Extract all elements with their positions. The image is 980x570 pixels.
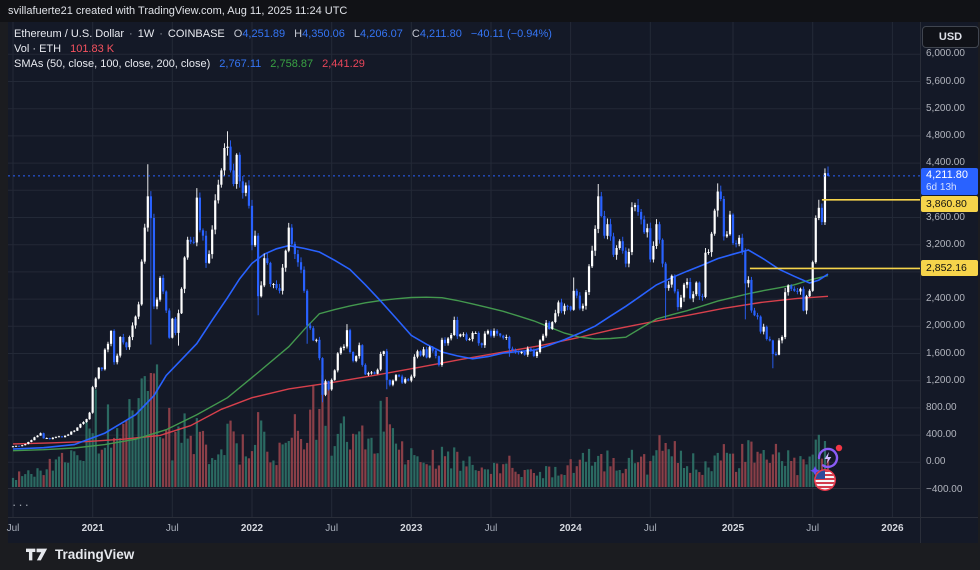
price-tick-label: 400.00	[926, 429, 957, 441]
price-tick-label: 1,600.00	[926, 347, 965, 359]
month-tick-label: Jul	[325, 523, 339, 534]
alert-price-label[interactable]: 3,860.80	[921, 196, 978, 213]
month-tick-label: Jul	[6, 523, 20, 534]
legend-row-volume: Vol · ETH 101.83 K	[14, 42, 114, 56]
price-tick-label: 1,200.00	[926, 374, 965, 386]
sma-value: 2,441.29	[322, 58, 365, 70]
price-tick-label: 3,600.00	[926, 211, 965, 223]
pane-borders	[8, 22, 978, 543]
tradingview-brand-text: TradingView	[55, 547, 135, 562]
month-tick-label: Jul	[165, 523, 179, 534]
economic-event-refresh-bolt[interactable]	[810, 444, 843, 476]
attribution-bar: svillafuerte21 created with TradingView.…	[0, 0, 980, 22]
volume-value: 101.83 K	[70, 43, 115, 55]
current-price-label: 4,211.80 6d 13h	[921, 167, 978, 195]
change-value: −40.11 (−0.94%)	[470, 28, 552, 40]
ohlc-value: 4,251.89	[242, 28, 286, 40]
currency-toggle-button[interactable]: USD	[922, 26, 979, 48]
price-tick-label: 2,400.00	[926, 293, 965, 305]
price-tick-label: 5,600.00	[926, 75, 965, 87]
ohlc-values: O4,251.89 H4,350.06 L4,206.07 C4,211.80	[225, 28, 462, 40]
ohlc-letter: O	[233, 28, 243, 40]
sma-50-line	[12, 244, 829, 450]
month-tick-label: Jul	[806, 523, 820, 534]
exchange-label[interactable]: COINBASE	[167, 28, 225, 40]
sma-study-label[interactable]: SMAs (50, close, 100, close, 200, close)	[14, 58, 211, 70]
price-tick-label: 4,400.00	[926, 157, 965, 169]
us-flag-economic-event[interactable]	[814, 469, 836, 491]
legend-row-smas: SMAs (50, close, 100, close, 200, close)…	[14, 57, 365, 71]
price-tick-label: 0.00	[926, 456, 946, 468]
ohlc-value: 4,206.07	[360, 28, 403, 40]
separator-dot: ·	[129, 28, 133, 40]
ohlc-value: 4,350.06	[302, 28, 345, 40]
sma-value: 2,758.87	[270, 58, 314, 70]
attribution-text: svillafuerte21 created with TradingView.…	[8, 5, 348, 17]
sma-200-line	[12, 295, 829, 445]
price-tick-label: −400.00	[926, 483, 963, 495]
alert-price-label[interactable]: 2,852.16	[921, 260, 978, 277]
current-price-value: 4,211.80	[926, 168, 969, 181]
ohlc-value: 4,211.80	[419, 28, 462, 40]
ohlc-letter: H	[294, 28, 303, 40]
year-tick-label: 2023	[400, 523, 423, 534]
price-tick-label: 6,000.00	[926, 48, 965, 60]
ohlc-letter: C	[411, 28, 420, 40]
month-tick-label: Jul	[643, 523, 657, 534]
bar-countdown: 6d 13h	[926, 181, 957, 193]
price-tick-label: 4,800.00	[926, 129, 965, 141]
price-tick-label: 3,200.00	[926, 238, 965, 250]
candlestick-series	[11, 131, 830, 448]
price-tick-label: 5,200.00	[926, 102, 965, 114]
year-tick-label: 2024	[559, 523, 582, 534]
pane-menu-button[interactable]: ···	[12, 497, 31, 512]
sma-values: 2,767.11 2,758.87 2,441.29	[210, 58, 365, 70]
tradingview-logo-icon	[26, 548, 48, 561]
year-tick-label: 2026	[881, 523, 904, 534]
interval-label[interactable]: 1W	[137, 28, 155, 40]
year-tick-label: 2021	[81, 523, 104, 534]
ohlc-letter: L	[353, 28, 361, 40]
separator-dot: ·	[159, 28, 163, 40]
price-tick-label: 2,000.00	[926, 320, 965, 332]
sma-100-line	[12, 274, 829, 452]
price-tick-label: 800.00	[926, 401, 957, 413]
tradingview-brand-link[interactable]: TradingView	[26, 547, 134, 562]
volume-study-label[interactable]: Vol · ETH	[14, 43, 62, 55]
symbol-title[interactable]: Ethereum / U.S. Dollar	[14, 28, 125, 40]
legend-row-symbol: Ethereum / U.S. Dollar · 1W · COINBASE O4,251…	[14, 27, 552, 41]
year-tick-label: 2025	[721, 523, 745, 534]
sma-value: 2,767.11	[219, 58, 262, 70]
month-tick-label: Jul	[484, 523, 498, 534]
year-tick-label: 2022	[240, 523, 264, 534]
